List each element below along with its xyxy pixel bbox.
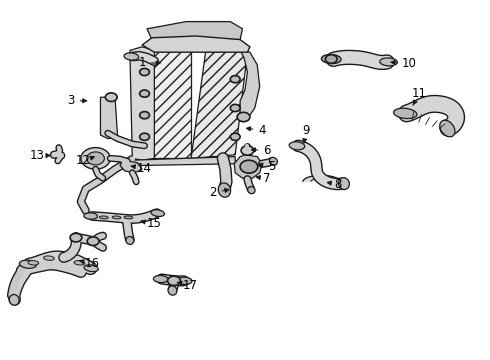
Polygon shape: [132, 157, 235, 166]
Polygon shape: [191, 50, 247, 158]
Ellipse shape: [74, 261, 85, 265]
Text: 7: 7: [256, 172, 271, 185]
Circle shape: [240, 160, 258, 173]
Ellipse shape: [153, 275, 168, 283]
Ellipse shape: [168, 286, 177, 295]
Text: 16: 16: [79, 257, 99, 270]
Text: 11: 11: [412, 87, 426, 105]
Ellipse shape: [270, 157, 277, 165]
Ellipse shape: [393, 108, 417, 118]
Circle shape: [81, 148, 110, 169]
Ellipse shape: [9, 294, 19, 305]
Ellipse shape: [84, 213, 98, 219]
Ellipse shape: [84, 265, 98, 272]
Circle shape: [230, 76, 240, 83]
Ellipse shape: [126, 237, 134, 244]
Ellipse shape: [124, 216, 133, 219]
Text: 2: 2: [209, 186, 229, 199]
Text: 8: 8: [327, 178, 342, 191]
Text: 1: 1: [138, 57, 160, 69]
Polygon shape: [147, 22, 243, 40]
Ellipse shape: [44, 256, 54, 260]
Ellipse shape: [380, 58, 397, 66]
Text: 3: 3: [67, 94, 87, 107]
Text: 15: 15: [141, 217, 162, 230]
Circle shape: [87, 237, 99, 246]
Polygon shape: [100, 97, 118, 139]
Ellipse shape: [177, 277, 192, 284]
Polygon shape: [140, 50, 191, 158]
Ellipse shape: [124, 53, 139, 60]
Text: 9: 9: [302, 124, 310, 143]
Circle shape: [87, 152, 104, 165]
Polygon shape: [303, 175, 340, 181]
Polygon shape: [240, 50, 260, 119]
Ellipse shape: [247, 186, 255, 194]
Text: 14: 14: [131, 162, 152, 175]
Text: 17: 17: [177, 279, 197, 292]
Circle shape: [105, 93, 117, 102]
Circle shape: [237, 112, 250, 122]
Text: 12: 12: [76, 154, 95, 167]
Ellipse shape: [289, 142, 305, 150]
Circle shape: [241, 146, 254, 155]
Text: 5: 5: [259, 160, 276, 173]
Polygon shape: [130, 47, 154, 160]
Polygon shape: [120, 160, 142, 173]
Circle shape: [140, 112, 149, 119]
Ellipse shape: [151, 210, 165, 216]
Ellipse shape: [112, 216, 121, 219]
Ellipse shape: [61, 256, 72, 260]
Text: 4: 4: [246, 124, 266, 137]
Text: 10: 10: [391, 57, 416, 70]
Circle shape: [140, 133, 149, 140]
Circle shape: [230, 104, 240, 112]
Ellipse shape: [99, 216, 108, 219]
Ellipse shape: [20, 260, 36, 268]
Circle shape: [70, 233, 82, 242]
Circle shape: [325, 55, 337, 63]
Circle shape: [140, 90, 149, 97]
Ellipse shape: [440, 120, 455, 137]
Circle shape: [140, 68, 149, 76]
Text: 13: 13: [29, 149, 50, 162]
Circle shape: [168, 276, 180, 285]
Ellipse shape: [218, 183, 231, 197]
Text: 6: 6: [251, 144, 271, 157]
Polygon shape: [234, 155, 262, 178]
Polygon shape: [142, 36, 250, 52]
Ellipse shape: [321, 54, 341, 64]
Ellipse shape: [28, 261, 39, 265]
Ellipse shape: [339, 178, 349, 189]
Circle shape: [230, 133, 240, 140]
